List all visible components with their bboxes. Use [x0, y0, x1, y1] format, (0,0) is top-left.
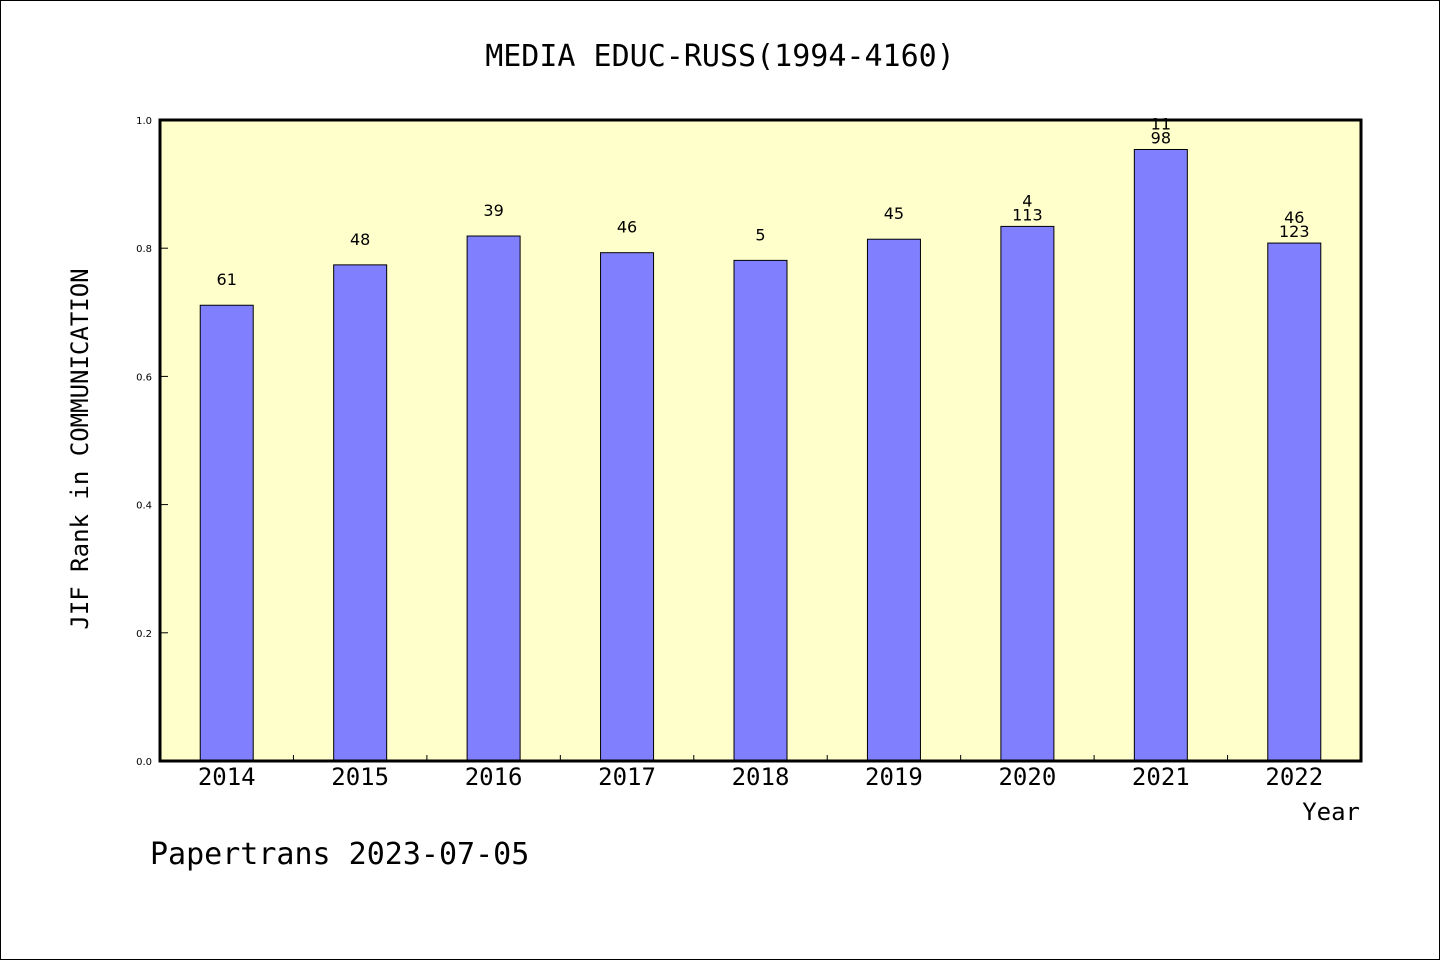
- plot-border: [158, 118, 1363, 763]
- x-tick-label: 2016: [465, 763, 523, 791]
- bar-data-label: 48: [350, 230, 370, 249]
- y-tick-label: 1.0: [136, 116, 152, 127]
- bar-data-label: 98: [1151, 128, 1171, 147]
- bars-group: [199, 148, 1322, 762]
- bar-2018: [733, 259, 788, 762]
- x-axis-ticks: 2014 2015 2016 2017 2018 2019 2020 2021 2022: [198, 755, 1323, 791]
- y-tick-label: 0.6: [136, 372, 152, 383]
- bar-data-label: 123: [1279, 222, 1310, 241]
- bar-data-label: 5: [755, 225, 765, 244]
- x-tick-label: 2020: [998, 763, 1056, 791]
- bar-2016: [466, 235, 521, 762]
- x-tick-label: 2017: [598, 763, 656, 791]
- x-tick-label: 2021: [1132, 763, 1190, 791]
- bar-2014: [199, 304, 254, 762]
- bar-data-label: 46: [617, 218, 637, 237]
- y-tick-label: 0.4: [136, 501, 152, 512]
- x-tick-label: 2015: [331, 763, 389, 791]
- footer-stamp: Papertrans 2023-07-05: [150, 837, 529, 872]
- bar-2021: [1133, 148, 1188, 762]
- bar-data-label: 46: [1284, 208, 1304, 227]
- bar-2022: [1267, 242, 1322, 762]
- bar-data-label: 61: [217, 270, 237, 289]
- bar-data-label: 113: [1012, 205, 1043, 224]
- x-tick-label: 2014: [198, 763, 256, 791]
- bar-2015: [333, 264, 388, 762]
- bar-data-label: 4: [1022, 191, 1032, 210]
- x-tick-label: 2022: [1265, 763, 1323, 791]
- y-tick-label: 0.0: [136, 757, 152, 768]
- y-tick-label: 0.8: [136, 244, 152, 255]
- bar-2019: [866, 238, 921, 762]
- chart-title: MEDIA EDUC-RUSS(1994-4160): [485, 39, 955, 74]
- x-tick-label: 2018: [732, 763, 790, 791]
- x-tick-label: 2019: [865, 763, 923, 791]
- bar-data-label: 39: [483, 201, 503, 220]
- y-tick-label: 0.2: [136, 629, 152, 640]
- bar-data-label: 45: [884, 204, 904, 223]
- bar-2017: [600, 252, 655, 762]
- y-axis-label: JIF Rank in COMMUNICATION: [66, 268, 94, 629]
- bar-2020: [1000, 225, 1055, 762]
- x-axis-label: Year: [1302, 798, 1360, 826]
